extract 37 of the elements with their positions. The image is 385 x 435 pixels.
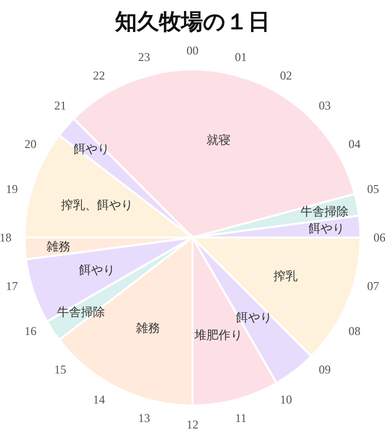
text: 06: [374, 230, 385, 244]
text: 09: [318, 362, 331, 377]
slice-label: 餌やり: [79, 262, 116, 277]
slice-label: 雑務: [46, 239, 70, 254]
slice-label: 餌やり: [308, 222, 345, 236]
text: 10: [280, 392, 292, 406]
slice-label: 堆肥作り: [194, 328, 243, 342]
text: 11: [235, 411, 247, 426]
chart-title: 知久牧場の１日: [114, 10, 270, 35]
text: 04: [348, 137, 360, 151]
text: 15: [54, 362, 66, 377]
text: 23: [138, 50, 150, 64]
text: 14: [93, 392, 105, 406]
text: 21: [54, 98, 66, 112]
slice-label: 餌やり: [236, 310, 272, 324]
text: 07: [367, 278, 380, 293]
slice-label: 搾乳、餌やり: [61, 198, 134, 212]
slice-label: 餌やり: [73, 142, 110, 156]
text: 01: [234, 50, 247, 64]
text: 19: [6, 182, 18, 196]
text: 17: [6, 278, 18, 293]
text: 16: [24, 324, 37, 338]
slice-label: 雑務: [136, 320, 160, 335]
text: 02: [280, 68, 292, 83]
slice-label: 搾乳: [274, 269, 298, 284]
text: 08: [348, 324, 360, 338]
text: 22: [93, 68, 105, 83]
text: 00: [186, 44, 198, 58]
text: 13: [138, 411, 150, 426]
slice-label: 牛舎掃除: [56, 305, 105, 320]
slice-label: 牛舎掃除: [300, 204, 348, 218]
text: 03: [318, 98, 331, 112]
text: 18: [0, 230, 12, 244]
slice-label: 就寝: [206, 133, 231, 148]
text: 12: [186, 418, 198, 432]
text: 20: [24, 137, 37, 151]
text: 05: [367, 182, 380, 196]
